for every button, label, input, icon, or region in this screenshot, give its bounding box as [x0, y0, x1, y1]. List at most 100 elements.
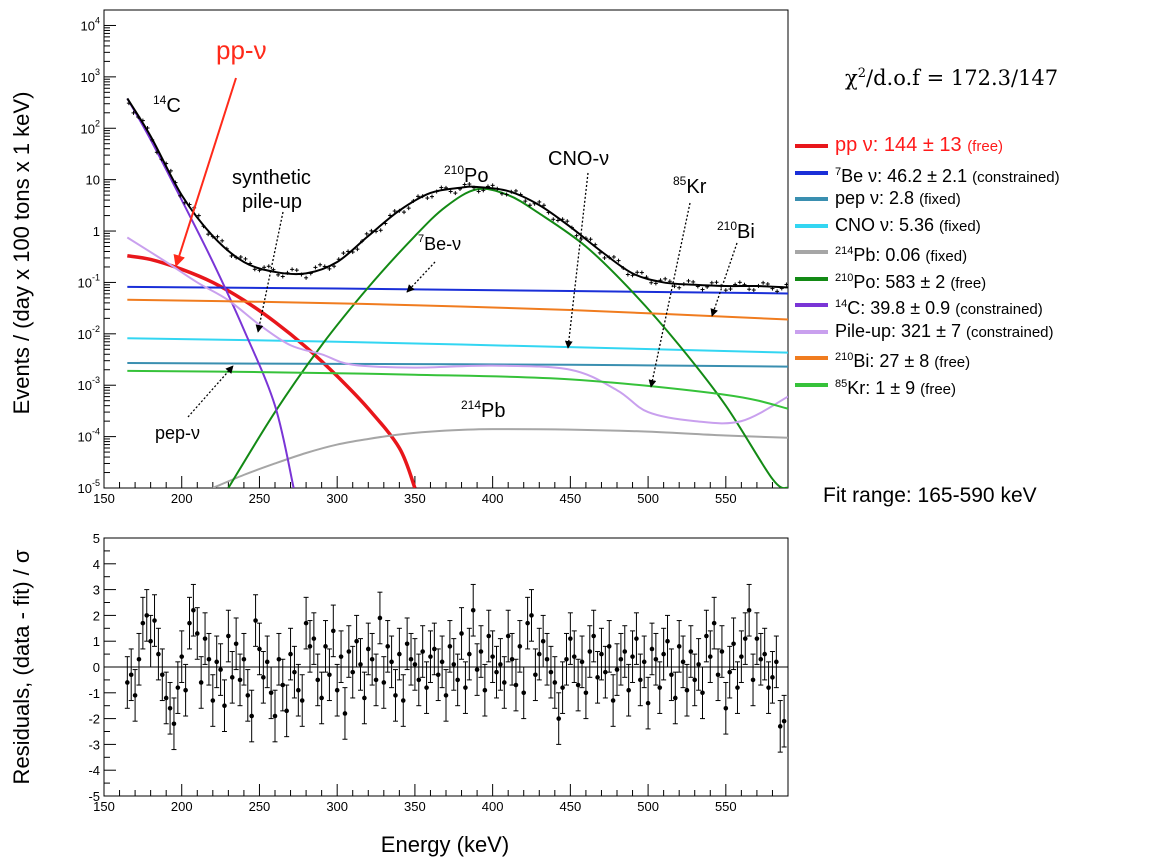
legend-value: Pb: 0.06 [853, 245, 926, 265]
x-tick-label-bottom: 300 [326, 799, 348, 814]
legend-note: (constrained) [955, 301, 1043, 318]
legend-item: Pile-up: 321 ± 7 (constrained) [795, 318, 1150, 345]
residual-point [735, 685, 740, 690]
residual-point [525, 620, 530, 626]
legend-note: (constrained) [972, 168, 1060, 186]
y-tick-label-top: 10-3 [78, 375, 100, 393]
residual-point [237, 677, 243, 683]
residual-point [198, 680, 204, 685]
legend-isotope: 14 [835, 298, 848, 310]
x-tick-label-top: 400 [482, 491, 504, 506]
residual-point [571, 654, 577, 659]
spectrum-plot: 150 200 250 300 350 400 450 500 550 10-5 10-4 10-3 1… [78, 9, 789, 506]
residual-point [505, 633, 511, 639]
residual-point [544, 656, 550, 662]
residual-point [245, 693, 251, 698]
series-cno- [127, 337, 788, 354]
series-210po [227, 187, 788, 488]
y-tick-label-bottom: -3 [88, 737, 100, 752]
residual-point [342, 711, 348, 716]
residual-point [770, 675, 775, 680]
residual-point [408, 656, 414, 662]
residual-point [509, 656, 515, 662]
legend-label: 210Po: 583 ± 2 (free) [835, 265, 986, 298]
residual-point [311, 636, 317, 641]
y-tick-label-bottom: 4 [93, 557, 100, 572]
y-tick-label-bottom: -4 [88, 763, 100, 778]
residual-point [128, 672, 134, 678]
residual-point [362, 695, 367, 701]
legend-label: pp ν: 144 ± 13 (free) [835, 132, 1003, 161]
cno-arrow [564, 172, 589, 349]
residual-point [451, 662, 457, 667]
residual-point [257, 646, 262, 652]
residual-point [280, 682, 286, 688]
x-tick-label-bottom: 200 [171, 799, 193, 814]
legend-note: (free) [967, 138, 1004, 155]
legend-label: Pile-up: 321 ± 7 (constrained) [835, 318, 1054, 347]
residual-point [338, 654, 344, 659]
residual-point [501, 680, 507, 685]
residual-point [334, 687, 340, 693]
y-tick-label-bottom: -5 [88, 789, 100, 804]
residual-point [606, 644, 612, 649]
residual-point [222, 703, 227, 708]
residual-point [167, 705, 173, 711]
residual-point [638, 677, 643, 683]
residual-point [746, 607, 752, 613]
residual-point [719, 649, 725, 654]
residual-point [750, 677, 756, 683]
residual-point [447, 644, 453, 649]
residual-point [303, 620, 309, 626]
pep-arrow [187, 365, 234, 418]
residual-point [307, 644, 313, 649]
x-tick-label-bottom: 450 [560, 799, 582, 814]
residual-point [774, 659, 779, 665]
series-85kr [127, 369, 788, 410]
residual-point [552, 680, 558, 685]
x-tick-label-top: 300 [326, 491, 348, 506]
residual-point [365, 646, 371, 652]
residual-point [206, 656, 212, 662]
y-tick-label-bottom: 5 [93, 531, 100, 546]
legend-note: (free) [934, 354, 971, 371]
residual-point [183, 687, 188, 693]
curves [126, 97, 788, 488]
7be-arrow [406, 261, 436, 293]
residual-point [467, 651, 472, 657]
residual-point [634, 636, 639, 641]
residual-point [455, 677, 460, 683]
x-axis-label: Energy (keV) [381, 832, 509, 857]
residual-point [175, 685, 181, 690]
annotation-cno-nu: CNO-ν [548, 148, 609, 170]
residual-point [420, 649, 425, 654]
residual-point [766, 685, 771, 690]
y-tick-label-bottom: 2 [93, 608, 100, 623]
residual-point [742, 636, 748, 641]
legend-item: 85Kr: 1 ± 9 (free) [795, 371, 1150, 398]
series-7be- [127, 285, 788, 295]
legend-item: 214Pb: 0.06 (fixed) [795, 238, 1150, 265]
legend-note: (free) [950, 274, 987, 292]
legend-label: 14C: 39.8 ± 0.9 (constrained) [835, 291, 1043, 324]
residual-point [583, 690, 589, 696]
residual-point [397, 651, 402, 657]
residual-point [136, 656, 142, 662]
legend-isotope: 85 [835, 377, 848, 390]
residual-point [435, 672, 441, 678]
residual-point [369, 656, 375, 662]
legend-value: C: 39.8 ± 0.9 [847, 298, 956, 318]
residual-point [649, 646, 655, 652]
y-tick-label-top: 104 [81, 15, 100, 33]
residual-point [241, 656, 247, 662]
residual-point [323, 644, 328, 649]
legend-label: 85Kr: 1 ± 9 (free) [835, 371, 956, 404]
annotation-210po: 210Po [444, 163, 489, 187]
legend-value: CNO ν: 5.36 [835, 214, 940, 235]
residual-point [533, 672, 538, 678]
residual-point [758, 656, 764, 662]
x-tick-label-bottom: 550 [715, 799, 737, 814]
residual-point [521, 690, 527, 696]
residual-point [692, 677, 698, 683]
annotation-pp-nu: pp-ν [216, 35, 267, 65]
